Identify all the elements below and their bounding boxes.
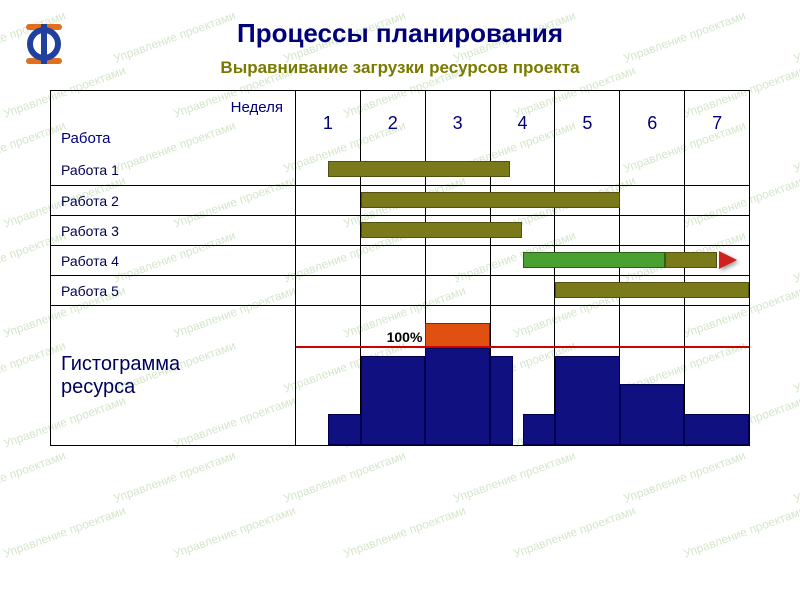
task-row: Работа 1 (51, 155, 749, 185)
histogram-label-1: Гистограмма (61, 353, 285, 376)
gantt-area (296, 216, 749, 245)
task-label: Работа 5 (51, 276, 296, 305)
task-label: Работа 4 (51, 246, 296, 275)
histogram-overload (425, 323, 490, 348)
histogram-bar (555, 356, 620, 445)
histogram-bar (425, 348, 490, 445)
task-row: Работа 5 (51, 275, 749, 305)
week-col: 4 (491, 91, 556, 155)
task-row: Работа 4 (51, 245, 749, 275)
week-col: 1 (296, 91, 361, 155)
gantt-bar (361, 222, 523, 238)
gantt-bar (665, 252, 717, 268)
histogram-bar (523, 414, 555, 445)
gantt-area (296, 155, 749, 185)
task-label: Работа 3 (51, 216, 296, 245)
task-row: Работа 2 (51, 185, 749, 215)
histogram-label-cell: Гистограмма ресурса (51, 306, 296, 445)
histogram-bar (620, 384, 685, 445)
histogram-bar (328, 414, 360, 445)
task-row: Работа 3 (51, 215, 749, 245)
task-label: Работа 1 (51, 155, 296, 185)
week-col: 6 (620, 91, 685, 155)
histogram-row: Гистограмма ресурса 100% (51, 305, 749, 445)
histogram-bar (490, 356, 513, 445)
arrow-icon (719, 251, 737, 269)
gantt-bar (328, 161, 509, 177)
page-title: Процессы планирования (0, 18, 800, 49)
gantt-area (296, 246, 749, 275)
histogram-bar (361, 356, 426, 445)
week-header: 1234567 (296, 91, 749, 155)
page-subtitle: Выравнивание загрузки ресурсов проекта (0, 58, 800, 78)
histogram-area: 100% (296, 306, 749, 445)
header-label-cell: Неделя Работа (51, 91, 296, 155)
week-col: 3 (426, 91, 491, 155)
week-col: 7 (685, 91, 749, 155)
week-col: 2 (361, 91, 426, 155)
task-label: Работа 2 (51, 186, 296, 215)
gantt-area (296, 276, 749, 305)
header-row: Неделя Работа 1234567 (51, 91, 749, 155)
gantt-bar (555, 282, 749, 298)
gantt-bar-original (523, 252, 665, 268)
histogram-bar (684, 414, 749, 445)
limit-label: 100% (387, 329, 423, 345)
gantt-area (296, 186, 749, 215)
histogram-label-2: ресурса (61, 376, 285, 399)
limit-line (296, 346, 749, 348)
gantt-bar (361, 192, 620, 208)
week-label: Неделя (231, 99, 283, 116)
gantt-table: Неделя Работа 1234567 Работа 1 Работа 2 (50, 90, 750, 446)
job-label: Работа (61, 130, 111, 147)
week-col: 5 (555, 91, 620, 155)
